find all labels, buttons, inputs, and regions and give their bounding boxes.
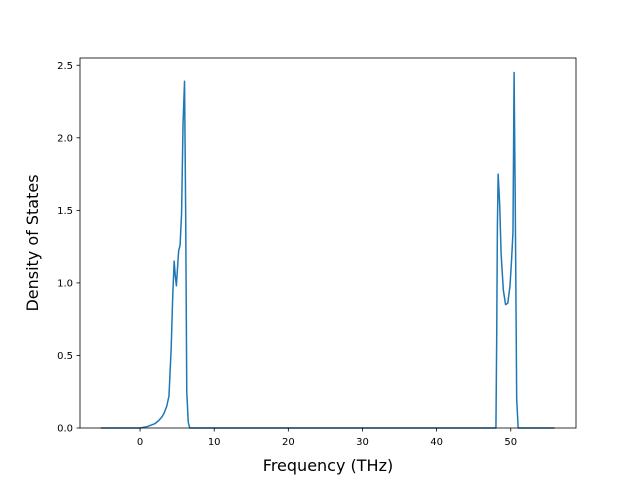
plot-area bbox=[100, 71, 555, 429]
x-tick-label: 40 bbox=[430, 437, 443, 448]
y-axis-label: Density of States bbox=[23, 174, 42, 311]
y-tick-label: 1.0 bbox=[57, 278, 73, 289]
x-tick-label: 0 bbox=[137, 437, 143, 448]
y-tick-label: 2.0 bbox=[57, 133, 73, 144]
y-tick-label: 2.5 bbox=[57, 61, 73, 72]
dos-series-line-0 bbox=[100, 71, 555, 429]
axes-frame bbox=[79, 57, 577, 429]
x-axis-label: Frequency (THz) bbox=[263, 456, 393, 475]
x-axis-ticks: 0 10 20 30 40 50 bbox=[137, 428, 517, 448]
x-tick-label: 30 bbox=[356, 437, 369, 448]
y-axis-ticks: 0.0 0.5 1.0 1.5 2.0 2.5 bbox=[57, 61, 80, 435]
y-tick-label: 0.5 bbox=[57, 351, 73, 362]
x-tick-label: 50 bbox=[504, 437, 517, 448]
y-tick-label: 0.0 bbox=[57, 424, 73, 435]
y-tick-label: 1.5 bbox=[57, 206, 73, 217]
x-tick-label: 20 bbox=[282, 437, 295, 448]
x-tick-label: 10 bbox=[208, 437, 221, 448]
